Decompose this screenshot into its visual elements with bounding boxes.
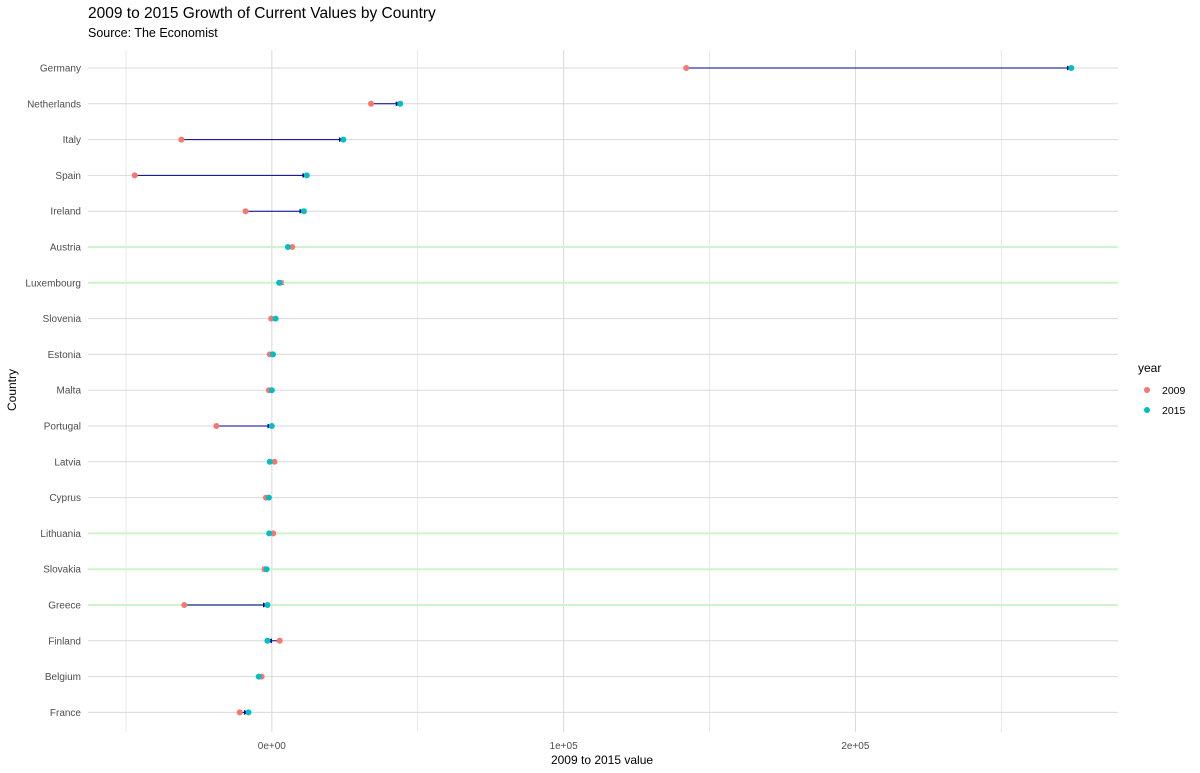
- y-tick-label-ireland: Ireland: [50, 207, 81, 218]
- y-tick-label-malta: Malta: [57, 386, 82, 397]
- y-tick-label-belgium: Belgium: [45, 672, 81, 683]
- point-2009-france: [236, 709, 243, 716]
- point-2015-luxembourg: [276, 279, 283, 286]
- y-tick-label-lithuania: Lithuania: [40, 529, 81, 540]
- y-tick-label-slovenia: Slovenia: [43, 314, 82, 325]
- x-tick-label: 2e+05: [841, 741, 870, 752]
- y-axis-title: Country: [5, 369, 19, 411]
- point-2009-portugal: [213, 423, 220, 429]
- point-2015-malta: [268, 387, 275, 394]
- point-2015-cyprus: [265, 494, 272, 501]
- y-tick-label-greece: Greece: [48, 601, 81, 612]
- x-tick-label: 1e+05: [550, 741, 579, 752]
- y-tick-label-spain: Spain: [55, 171, 81, 182]
- point-2015-estonia: [269, 351, 276, 358]
- point-2009-ireland: [242, 208, 249, 215]
- legend-label-2015: 2015: [1162, 405, 1186, 417]
- point-2015-latvia: [266, 458, 273, 465]
- y-tick-label-italy: Italy: [63, 135, 81, 146]
- point-layer: [131, 65, 1075, 716]
- y-tick-label-latvia: Latvia: [54, 457, 81, 468]
- y-tick-label-estonia: Estonia: [48, 350, 82, 361]
- point-2015-austria: [284, 244, 291, 250]
- y-tick-label-france: France: [50, 708, 82, 719]
- y-tick-label-finland: Finland: [48, 636, 81, 647]
- point-2015-spain: [303, 172, 310, 179]
- y-tick-label-germany: Germany: [40, 64, 81, 75]
- y-tick-label-netherlands: Netherlands: [27, 99, 81, 110]
- point-2009-finland: [276, 637, 283, 644]
- point-2009-italy: [178, 136, 185, 143]
- grid-layer: [88, 50, 1118, 732]
- point-2009-germany: [683, 65, 690, 71]
- point-2015-netherlands: [397, 100, 404, 107]
- label-layer: 0e+00 1e+05 2e+05 Germany Netherlands Italy Sp…: [25, 64, 869, 753]
- point-2015-slovakia: [263, 566, 270, 573]
- point-2015-slovenia: [272, 315, 279, 322]
- y-tick-label-portugal: Portugal: [44, 422, 81, 433]
- legend: year 2009 2015: [1138, 361, 1186, 417]
- point-2015-greece: [264, 602, 271, 608]
- y-tick-label-slovakia: Slovakia: [43, 565, 81, 576]
- x-tick-label: 0e+00: [258, 741, 287, 752]
- point-2009-netherlands: [368, 100, 375, 107]
- y-tick-label-cyprus: Cyprus: [49, 493, 81, 504]
- chart-subtitle: Source: The Economist: [88, 26, 218, 40]
- point-2009-greece: [181, 602, 188, 608]
- point-2015-belgium: [255, 673, 262, 680]
- legend-marker-2009: [1144, 387, 1150, 393]
- point-2009-austria: [289, 244, 296, 250]
- point-2015-finland: [264, 637, 271, 644]
- point-2009-slovenia: [268, 315, 275, 322]
- point-2009-latvia: [271, 458, 278, 465]
- point-2015-france: [245, 709, 252, 716]
- y-tick-label-luxembourg: Luxembourg: [25, 278, 81, 289]
- point-2015-italy: [340, 136, 347, 143]
- point-2015-portugal: [268, 423, 275, 429]
- point-2015-germany: [1068, 65, 1075, 71]
- y-tick-label-austria: Austria: [50, 243, 82, 254]
- chart-title: 2009 to 2015 Growth of Current Values by…: [88, 5, 436, 22]
- point-2015-ireland: [300, 208, 307, 215]
- legend-label-2009: 2009: [1162, 385, 1186, 397]
- x-axis-title: 2009 to 2015 value: [551, 753, 653, 767]
- legend-title: year: [1138, 361, 1161, 375]
- point-2009-spain: [131, 172, 138, 179]
- point-2015-lithuania: [266, 530, 273, 537]
- legend-marker-2015: [1144, 407, 1150, 413]
